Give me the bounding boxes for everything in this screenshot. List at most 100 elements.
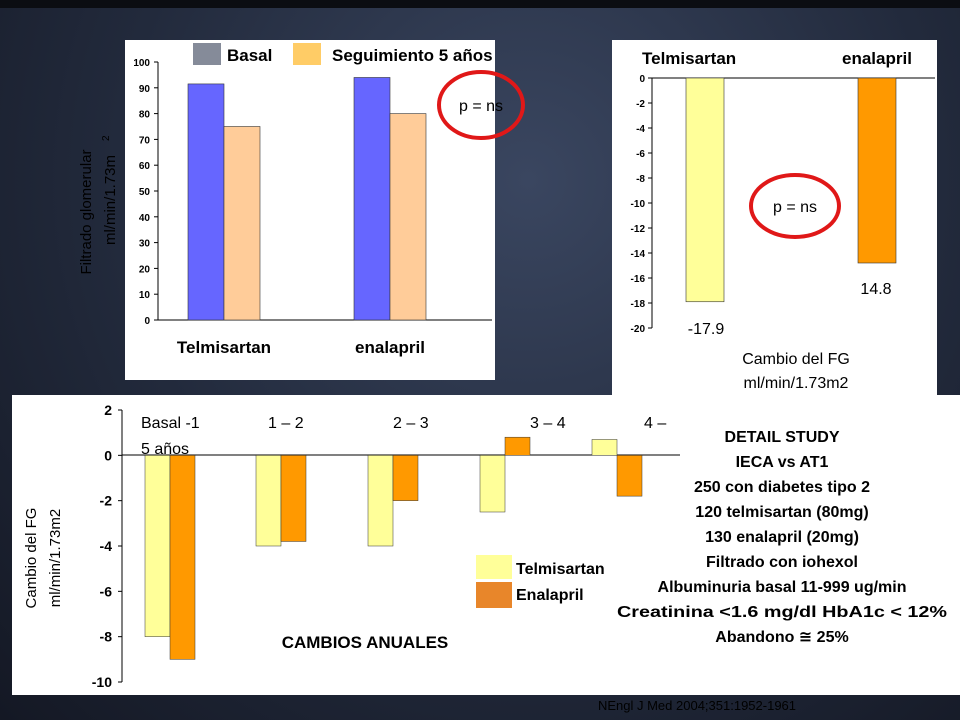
- chart3-category-labels: Basal -1 1 – 2 2 – 3 3 – 4 4 –: [141, 415, 666, 432]
- chart3-bar-4-enalapril: [616, 455, 643, 497]
- chart3-legend-telmisartan-swatch: [476, 555, 512, 579]
- chart1-tick-label-4: 40: [139, 213, 151, 224]
- study-line-7: Creatinina <1.6 mg/dl HbA1c < 12%: [617, 604, 947, 621]
- chart3-bar-0-telmisartan: [144, 455, 171, 637]
- chart3-basal-years-label: 5 años: [141, 441, 189, 458]
- chart3-category-1: 1 – 2: [268, 415, 304, 432]
- chart3-tick-label-2: -2: [100, 493, 113, 509]
- study-line-8: Abandono ≅ 25%: [715, 629, 848, 646]
- study-line-0: DETAIL STUDY: [725, 429, 840, 446]
- chart3-bars: [144, 436, 643, 660]
- chart1-ylabel-line2: ml/min/1.73m: [102, 155, 119, 245]
- chart2-tick-label-4: -8: [636, 174, 645, 185]
- chart1-ylabel-line1: Filtrado glomerular: [78, 149, 95, 274]
- chart2-tick-label-5: -10: [631, 199, 646, 210]
- chart3-bar-0-enalapril: [169, 455, 196, 660]
- chart1-tick-label-10: 100: [133, 58, 150, 69]
- chart2-header-telmisartan: Telmisartan: [642, 49, 736, 68]
- chart2-caption-line2: ml/min/1.73m2: [744, 375, 849, 392]
- chart1-bars: [187, 77, 427, 321]
- chart1-tick-label-8: 80: [139, 110, 151, 121]
- chart2-tick-label-6: -12: [631, 224, 646, 235]
- chart1-tick-label-5: 50: [139, 187, 151, 198]
- chart3-legend-enalapril-label: Enalapril: [516, 587, 584, 604]
- chart1-category-enalapril: enalapril: [355, 338, 425, 357]
- legend-basal-label: Basal: [227, 46, 272, 65]
- chart2-bars: [685, 77, 897, 303]
- chart1-tick-label-3: 30: [139, 239, 151, 250]
- chart3-ylabel-line2: ml/min/1.73m2: [47, 509, 64, 607]
- chart2-caption-line1: Cambio del FG: [742, 351, 850, 368]
- chart3-ylabel-line1: Cambio del FG: [23, 508, 40, 609]
- chart2-tick-label-1: -2: [636, 99, 645, 110]
- study-line-6: Albuminuria basal 11-999 ug/min: [658, 579, 907, 596]
- chart1-tick-label-2: 20: [139, 264, 151, 275]
- chart3-category-4: 4 –: [644, 415, 666, 432]
- top-bar: [0, 0, 960, 8]
- chart2-data-label-enalapril: 14.8: [860, 281, 891, 298]
- chart2-tick-label-9: -18: [631, 299, 646, 310]
- study-line-2: 250 con diabetes tipo 2: [694, 479, 870, 496]
- study-line-5: Filtrado con iohexol: [706, 554, 858, 571]
- study-line-3: 120 telmisartan (80mg): [695, 504, 868, 521]
- chart2-y-ticks: 0 -2 -4 -6 -8 -10 -12 -14 -16 -18 -20: [631, 74, 652, 335]
- chart2-tick-label-8: -16: [631, 274, 646, 285]
- chart2-data-label-telmisartan: -17.9: [688, 321, 725, 338]
- study-line-1: IECA vs AT1: [736, 454, 829, 471]
- chart3-bar-1-enalapril: [280, 455, 307, 542]
- chart2-pvalue-label: p = ns: [773, 199, 817, 216]
- chart3-category-0: Basal -1: [141, 415, 200, 432]
- chart2-bar-enalapril: [857, 77, 897, 264]
- chart3-bar-1-telmisartan: [255, 455, 282, 547]
- chart1-y-ticks: 0 10 20 30 40 50 60 70 80 90 100: [133, 58, 158, 327]
- chart2-tick-label-0: 0: [639, 74, 645, 85]
- chart1-tick-label-9: 90: [139, 84, 151, 95]
- chart3: Cambio del FG ml/min/1.73m2 2 0 -2 -4 -6 -8 -1…: [12, 395, 960, 695]
- chart3-bar-4-telmisartan: [591, 439, 618, 456]
- chart2-tick-label-7: -14: [631, 249, 646, 260]
- chart2: Telmisartan enalapril 0 -2 -4 -6 -8 -10 -12 -14…: [612, 40, 937, 400]
- chart2-tick-label-10: -20: [631, 324, 646, 335]
- chart1-pvalue-label: p = ns: [459, 98, 503, 115]
- chart2-pvalue-circle: [749, 173, 841, 239]
- chart1-tick-label-6: 60: [139, 161, 151, 172]
- chart2-tick-label-3: -6: [636, 149, 645, 160]
- chart1-pvalue-circle: [437, 70, 525, 140]
- chart3-category-2: 2 – 3: [393, 415, 429, 432]
- chart3-tick-label-0: 2: [104, 402, 112, 418]
- citation: NEngl J Med 2004;351:1952-1961: [598, 698, 796, 713]
- chart3-tick-label-6: -10: [92, 674, 112, 690]
- study-details: DETAIL STUDY IECA vs AT1 250 con diabete…: [617, 429, 947, 646]
- chart1-bar-telmisartan-basal: [187, 83, 225, 321]
- chart3-tick-label-4: -6: [100, 583, 113, 599]
- chart3-bar-3-telmisartan: [479, 455, 506, 513]
- chart3-legend-telmisartan-label: Telmisartan: [516, 561, 605, 578]
- chart3-tick-label-3: -4: [100, 538, 113, 554]
- chart2-bar-telmisartan: [685, 77, 725, 303]
- chart1: Basal Seguimiento 5 años Filtrado glomer…: [78, 40, 525, 380]
- chart3-bar-2-enalapril: [392, 455, 419, 501]
- chart1-bar-enalapril-seguimiento: [389, 113, 427, 321]
- chart1-category-telmisartan: Telmisartan: [177, 338, 271, 357]
- chart1-bar-telmisartan-seguimiento: [223, 126, 261, 321]
- chart3-tick-label-5: -8: [100, 629, 113, 645]
- chart1-tick-label-1: 10: [139, 290, 151, 301]
- chart3-y-ticks: 2 0 -2 -4 -6 -8 -10: [92, 402, 122, 690]
- chart1-plot-area: [125, 40, 495, 380]
- legend-seguimiento-swatch: [293, 43, 321, 65]
- study-line-4: 130 enalapril (20mg): [705, 529, 859, 546]
- chart1-category-labels: Telmisartan enalapril: [177, 338, 425, 357]
- chart1-ylabel-sup: 2: [101, 135, 112, 141]
- legend-seguimiento-label: Seguimiento 5 años: [332, 46, 493, 65]
- chart3-bar-3-enalapril: [504, 436, 531, 456]
- chart3-legend-enalapril-swatch: [476, 582, 512, 608]
- chart1-bar-enalapril-basal: [353, 77, 391, 321]
- chart3-title: CAMBIOS ANUALES: [282, 633, 449, 652]
- chart2-header-enalapril: enalapril: [842, 49, 912, 68]
- chart1-tick-label-7: 70: [139, 135, 151, 146]
- chart3-bar-2-telmisartan: [367, 455, 394, 547]
- chart1-tick-label-0: 0: [144, 316, 150, 327]
- chart2-tick-label-2: -4: [636, 124, 645, 135]
- legend-basal-swatch: [193, 43, 221, 65]
